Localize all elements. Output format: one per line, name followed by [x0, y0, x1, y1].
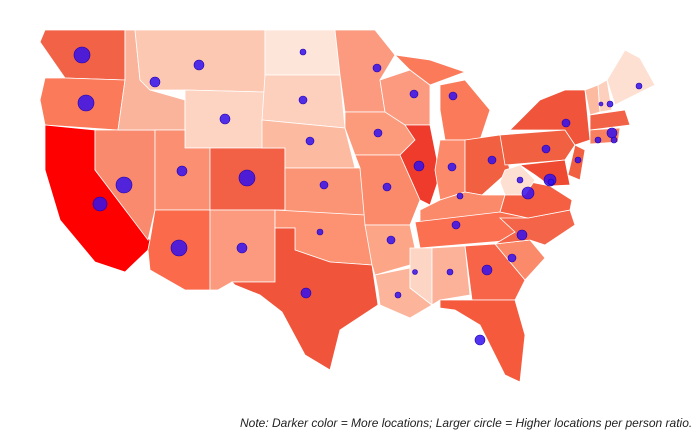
location-circle — [448, 91, 458, 101]
location-circle — [574, 156, 582, 164]
location-circle — [409, 89, 419, 99]
location-circle — [149, 76, 161, 88]
state — [431, 245, 471, 306]
location-circle — [382, 182, 392, 192]
location-circle — [456, 192, 464, 200]
location-circle — [481, 264, 493, 276]
location-circle — [219, 113, 231, 125]
location-circle — [386, 235, 396, 245]
state — [409, 247, 433, 306]
location-circle — [487, 155, 497, 165]
location-circle — [305, 136, 315, 146]
location-circle — [298, 95, 308, 105]
state — [364, 224, 416, 276]
state — [439, 299, 526, 383]
state — [499, 129, 576, 166]
location-circle — [610, 136, 618, 144]
location-circle — [373, 128, 383, 138]
state — [509, 89, 591, 146]
location-circle — [516, 229, 528, 241]
location-circle — [412, 269, 418, 275]
location-circle — [594, 136, 602, 144]
location-circle — [77, 94, 95, 112]
location-circle — [238, 169, 256, 187]
state — [439, 79, 491, 141]
location-circle — [170, 239, 188, 257]
location-circle — [474, 334, 486, 346]
location-circle — [394, 291, 402, 299]
location-circle — [521, 186, 535, 200]
location-circle — [299, 48, 307, 56]
location-circle — [236, 242, 248, 254]
location-circle — [92, 196, 108, 212]
location-circle — [372, 63, 382, 73]
state — [231, 227, 379, 371]
location-circle — [316, 228, 324, 236]
state — [589, 109, 631, 131]
location-circle — [635, 82, 643, 90]
location-circle — [561, 118, 571, 128]
location-circle — [115, 176, 133, 194]
state — [393, 54, 467, 86]
location-circle — [606, 127, 618, 139]
location-circle — [73, 46, 91, 64]
state — [284, 167, 366, 216]
location-circle — [413, 160, 425, 172]
state — [606, 49, 656, 106]
state — [518, 159, 571, 187]
note: Note: Darker color = More locations; Lar… — [240, 416, 693, 430]
location-circle — [447, 162, 457, 172]
us-map — [39, 29, 656, 383]
location-circle — [319, 180, 329, 190]
location-circle — [451, 220, 461, 230]
location-circle — [300, 287, 312, 299]
location-circle — [547, 178, 555, 186]
location-circle — [446, 268, 454, 276]
location-circle — [193, 59, 205, 71]
location-circle — [541, 144, 551, 154]
location-circle — [606, 100, 614, 108]
location-circle — [516, 176, 524, 184]
location-circle — [176, 165, 188, 177]
state — [464, 134, 511, 196]
location-circle — [507, 253, 517, 263]
state — [464, 243, 526, 301]
location-circle — [598, 101, 604, 107]
